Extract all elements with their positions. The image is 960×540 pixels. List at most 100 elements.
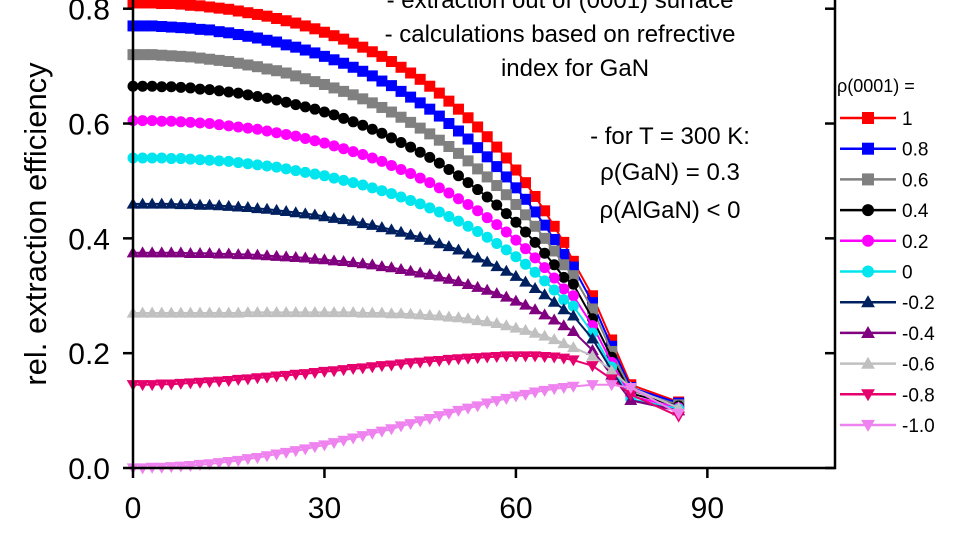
- data-point: [213, 155, 225, 167]
- data-point: [298, 369, 312, 381]
- data-point: [137, 20, 149, 32]
- data-point: [223, 56, 235, 68]
- data-point: [222, 376, 236, 388]
- data-point: [586, 380, 599, 392]
- data-point: [472, 225, 484, 237]
- data-point: [356, 217, 370, 229]
- data-point: [385, 56, 397, 68]
- data-point: [375, 221, 389, 233]
- data-point: [242, 122, 254, 134]
- data-point: [472, 142, 484, 154]
- data-point: [298, 207, 312, 219]
- data-point: [452, 170, 464, 182]
- data-point: [299, 132, 311, 144]
- data-point: [290, 165, 302, 177]
- data-point: [155, 306, 169, 318]
- data-point: [462, 155, 474, 167]
- data-point: [462, 177, 474, 189]
- data-point: [491, 161, 503, 173]
- data-point: [586, 343, 599, 355]
- data-point: [442, 272, 456, 284]
- data-point: [289, 446, 303, 458]
- data-point: [290, 130, 302, 142]
- data-point: [194, 52, 206, 64]
- data-point: [385, 261, 398, 273]
- data-point: [443, 163, 455, 175]
- data-point: [213, 119, 225, 131]
- data-point: [338, 112, 350, 124]
- data-point: [490, 287, 504, 299]
- data-point: [290, 41, 302, 53]
- data-point: [232, 57, 244, 69]
- data-point: [175, 50, 187, 62]
- data-point: [318, 50, 330, 62]
- data-point: [414, 73, 426, 85]
- series-0.6: [127, 49, 685, 411]
- legend-marker: [861, 419, 875, 432]
- data-point: [242, 30, 254, 42]
- data-point: [395, 61, 407, 73]
- data-point: [491, 199, 503, 211]
- x-tick-label: 90: [691, 492, 724, 525]
- legend-item: -1.0: [840, 416, 935, 437]
- data-point: [318, 137, 330, 149]
- data-point: [433, 237, 446, 249]
- data-point: [605, 364, 618, 376]
- data-point: [231, 248, 245, 260]
- data-point: [385, 106, 397, 118]
- data-point: [338, 143, 350, 155]
- data-point: [606, 345, 618, 357]
- data-point: [337, 306, 350, 318]
- data-point: [261, 160, 273, 172]
- data-point: [309, 23, 321, 35]
- data-point: [137, 0, 149, 9]
- legend-marker: [861, 389, 875, 402]
- data-point: [212, 247, 226, 259]
- data-point: [462, 198, 474, 210]
- legend-item: 0.2: [840, 232, 928, 253]
- data-point: [404, 419, 417, 431]
- data-point: [146, 20, 158, 32]
- data-point: [309, 135, 321, 147]
- data-point: [375, 426, 389, 438]
- data-point: [309, 103, 321, 115]
- data-point: [424, 151, 436, 163]
- y-tick-label: 0.4: [68, 223, 110, 256]
- data-point: [318, 366, 331, 378]
- data-point: [194, 0, 206, 12]
- data-point: [510, 251, 522, 263]
- data-point: [528, 326, 542, 338]
- data-point: [548, 245, 560, 257]
- data-point: [251, 452, 264, 464]
- data-point: [146, 152, 158, 164]
- data-point: [279, 205, 293, 217]
- data-point: [547, 333, 561, 345]
- data-point: [605, 374, 618, 386]
- data-point: [184, 246, 197, 258]
- data-point: [471, 280, 484, 292]
- data-point: [146, 115, 158, 127]
- data-point: [308, 306, 322, 318]
- legend-marker: [862, 234, 874, 247]
- data-point: [145, 197, 159, 209]
- data-point: [491, 238, 503, 250]
- data-point: [318, 253, 331, 265]
- legend-item: 0.6: [840, 170, 928, 191]
- data-point: [567, 325, 580, 337]
- annotation-text: ρ(GaN) = 0.3: [600, 159, 740, 186]
- data-point: [405, 91, 417, 103]
- data-point: [519, 209, 531, 221]
- data-point: [174, 246, 188, 258]
- data-point: [357, 65, 369, 77]
- legend-marker: [862, 265, 874, 278]
- data-point: [442, 310, 456, 322]
- data-point: [279, 370, 293, 382]
- data-point: [289, 369, 303, 381]
- series--1.0: [126, 380, 685, 475]
- data-point: [433, 309, 446, 321]
- data-point: [443, 95, 455, 107]
- data-point: [404, 307, 417, 319]
- data-point: [365, 362, 379, 374]
- data-point: [175, 153, 187, 165]
- data-point: [137, 80, 149, 92]
